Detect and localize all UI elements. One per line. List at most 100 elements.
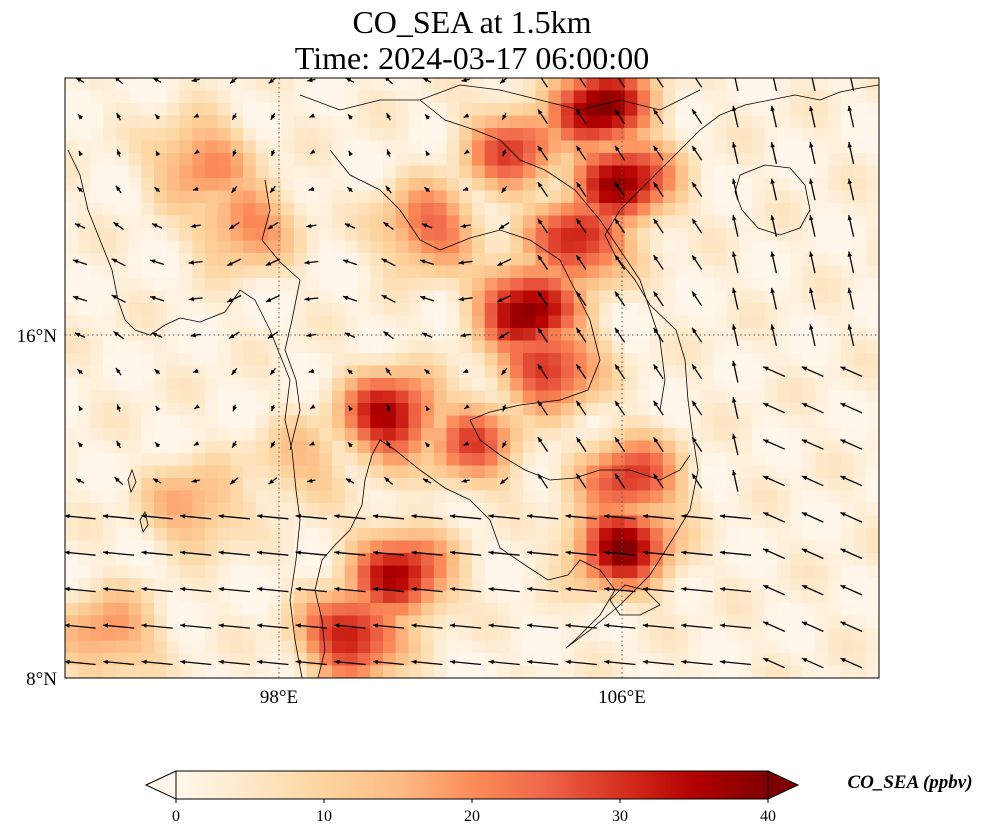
wind-arrow-head [372,623,379,628]
heat-cell [204,228,219,242]
heat-cell [739,490,753,504]
heat-cell [306,103,320,117]
wind-arrow-shaft [102,515,135,520]
wind-arrow [575,473,587,489]
heat-cell [522,615,537,629]
heat-cell [103,653,117,667]
heat-cell [573,603,588,617]
heat-cell [828,253,842,267]
heat-cell [611,203,626,217]
wind-arrow [111,258,126,267]
heat-cell [637,403,651,417]
heat-cell [586,665,600,678]
heat-cell [243,365,257,379]
wind-arrow [537,181,549,197]
heat-cell [192,640,206,654]
heat-cell [624,665,638,678]
heat-cell [459,140,473,154]
heat-cell [599,378,613,392]
heat-cell [789,515,804,529]
wind-arrow-head [801,403,808,408]
wind-arrow-shaft [681,515,713,520]
heat-cell [764,665,778,678]
heat-cell [472,490,486,504]
heat-cell [141,90,155,104]
heat-cell [789,528,804,542]
wind-arrow-head [411,550,417,555]
wind-arrow [385,367,392,376]
heat-cell [828,290,842,304]
heat-cell [217,603,231,617]
wind-arrow-head [840,512,846,517]
heat-cell [128,103,142,117]
wind-arrow [809,214,816,237]
heat-cell [650,128,664,142]
heat-cell [115,465,130,479]
heat-cell [230,90,244,104]
heat-cell [166,228,181,242]
heat-cell [306,628,320,642]
heat-cell [739,90,753,104]
heat-cell [103,640,117,654]
heat-cell [408,603,422,617]
heat-cell [204,565,219,579]
heat-cell [599,353,613,367]
heat-cell [484,628,499,642]
wind-arrow [811,78,816,92]
wind-arrow [653,218,664,234]
heat-cell [268,215,282,229]
heat-cell [599,453,613,467]
heat-cell [599,178,613,192]
heat-cell [510,265,524,279]
wind-arrow-head [847,105,852,112]
heat-cell [573,490,588,504]
heat-cell [561,540,575,554]
wind-arrow-head [450,586,456,592]
heat-cell [675,315,689,329]
heat-cell [204,103,219,117]
wind-arrow-shaft [65,588,96,593]
heat-cell [433,328,448,342]
wind-arrow-head [653,291,659,297]
heat-cell [510,215,524,229]
heat-cell [548,328,562,342]
heat-cell [688,665,702,678]
heat-cell [115,528,130,542]
heat-cell [853,653,867,667]
wind-arrow-head [692,109,697,115]
heat-cell [624,190,638,204]
heat-cell [255,353,270,367]
heat-cell [395,328,410,342]
wind-arrow-head [732,142,737,148]
heat-cell [446,278,460,292]
heat-cell [713,78,727,92]
wind-arrow [681,659,713,666]
wind-arrow-head [78,150,84,157]
wind-arrow-shaft [385,78,393,85]
heat-cell [204,328,219,342]
wind-arrow-head [615,400,620,407]
heat-cell [650,265,664,279]
heat-cell [141,290,155,304]
heat-cell [395,215,410,229]
heat-cell [433,203,448,217]
heat-cell [65,315,79,329]
wind-arrow [257,586,289,593]
heat-cell [662,578,677,592]
wind-arrow [372,514,405,520]
heat-cell [472,603,486,617]
heat-cell [103,278,117,292]
heat-cell [586,553,600,567]
heat-cell [90,253,104,267]
wind-arrow-head [386,149,391,155]
heat-cell [662,165,677,179]
wind-arrow [334,586,366,593]
heat-cell [522,553,537,567]
heat-cell [789,215,804,229]
wind-arrow-head [231,369,237,375]
heat-cell [789,403,804,417]
heat-cell [650,615,664,629]
heat-cell [217,453,231,467]
heat-cell [382,415,397,429]
heat-cell [522,390,537,404]
